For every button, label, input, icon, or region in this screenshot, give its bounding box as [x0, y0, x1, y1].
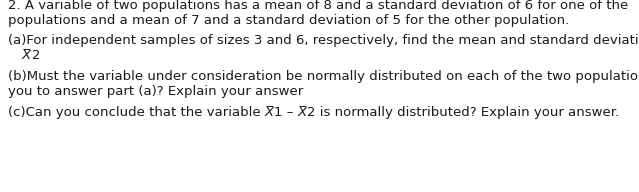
- Text: (b)Must the variable under consideration be normally distributed on each of the : (b)Must the variable under consideration…: [8, 70, 639, 83]
- Text: X̅: X̅: [22, 49, 31, 62]
- Text: X̅: X̅: [265, 106, 274, 119]
- Text: 1 –: 1 –: [274, 106, 298, 119]
- Text: (c)Can you conclude that the variable: (c)Can you conclude that the variable: [8, 106, 265, 119]
- Text: (a)For independent samples of sizes 3 and 6, respectively, find the mean and sta: (a)For independent samples of sizes 3 an…: [8, 34, 639, 47]
- Text: 2. A variable of two populations has a mean of 8 and a standard deviation of 6 f: 2. A variable of two populations has a m…: [8, 0, 628, 12]
- Text: 2: 2: [32, 49, 40, 62]
- Text: 2 is normally distributed? Explain your answer.: 2 is normally distributed? Explain your …: [307, 106, 619, 119]
- Text: X̅: X̅: [298, 106, 307, 119]
- Text: populations and a mean of 7 and a standard deviation of 5 for the other populati: populations and a mean of 7 and a standa…: [8, 14, 569, 27]
- Text: you to answer part (a)? Explain your answer: you to answer part (a)? Explain your ans…: [8, 85, 304, 98]
